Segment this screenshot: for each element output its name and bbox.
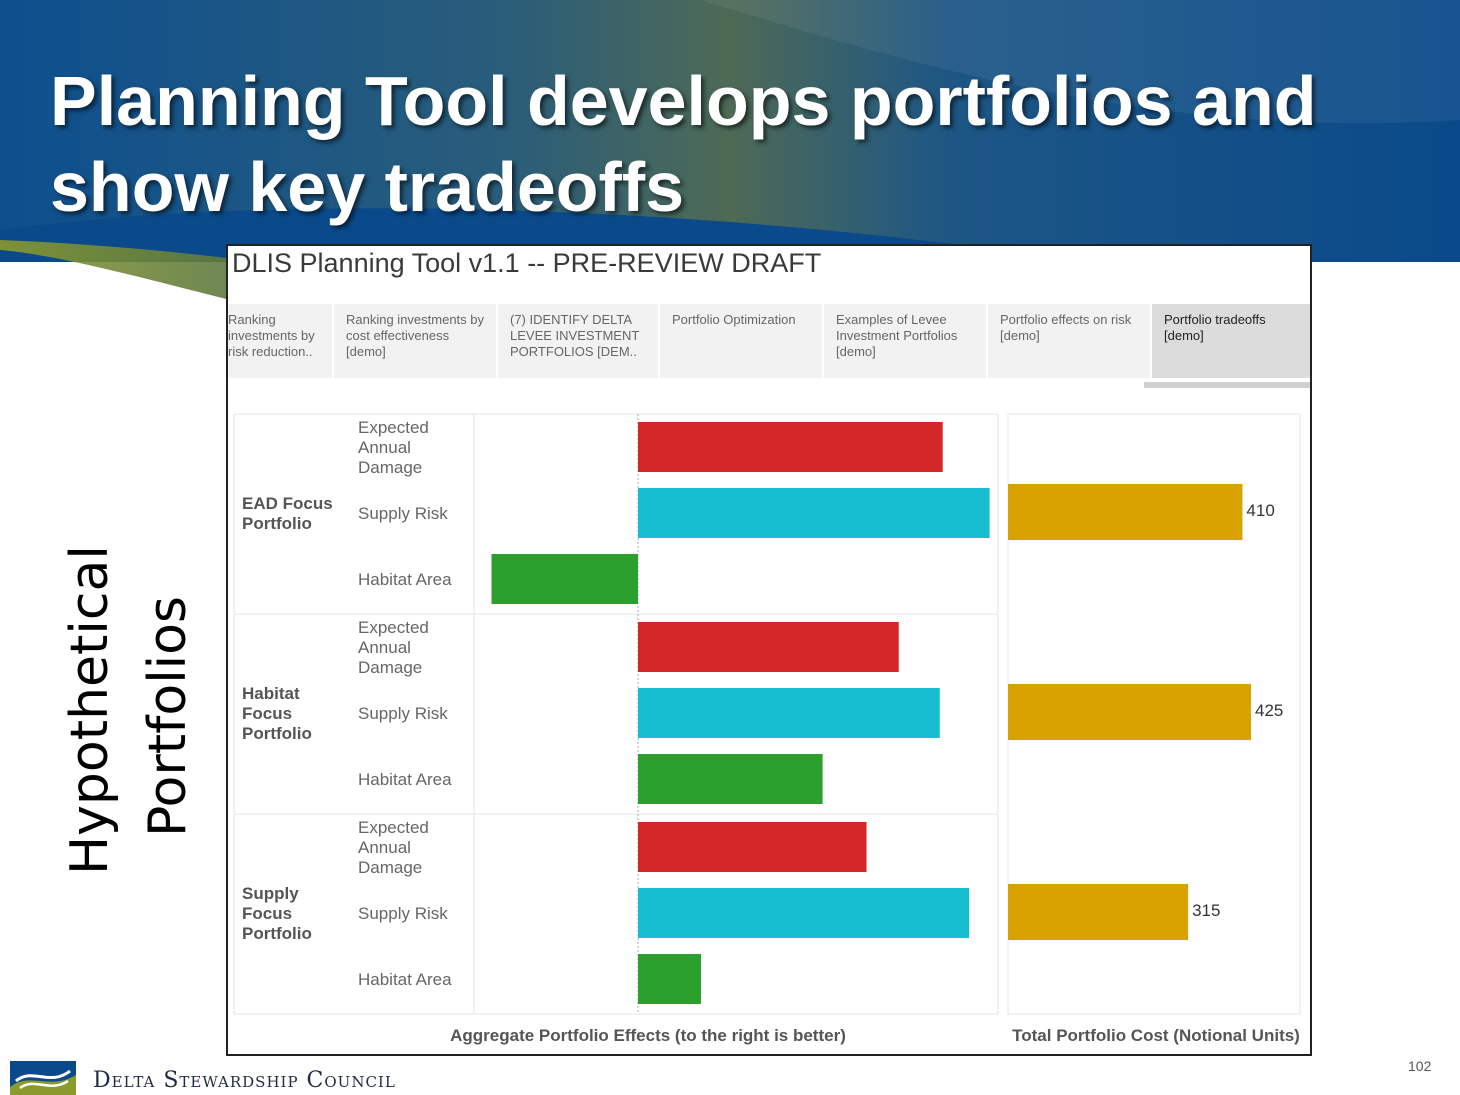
page-number: 102 xyxy=(1408,1058,1432,1074)
slide-title-line-2: show key tradeoffs xyxy=(50,148,685,226)
cost-bar xyxy=(1008,484,1243,540)
effect-bar xyxy=(638,422,943,472)
tab-3[interactable]: Portfolio Optimization xyxy=(660,304,822,378)
effect-bar xyxy=(638,954,701,1004)
metric-label: Habitat Area xyxy=(358,970,452,989)
cost-bar xyxy=(1008,684,1251,740)
portfolio-name: Habitat Focus Portfolio xyxy=(242,684,312,743)
tab-0[interactable]: Ranking investments by risk reduction.. xyxy=(228,304,332,378)
metric-label: Supply Risk xyxy=(358,904,448,923)
metric-label: Expected Annual Damage xyxy=(358,618,429,677)
effects-axis-label: Aggregate Portfolio Effects (to the righ… xyxy=(450,1026,846,1045)
cost-axis-label: Total Portfolio Cost (Notional Units) xyxy=(1012,1026,1300,1045)
slide-title: Planning Tool develops portfolios and sh… xyxy=(50,58,1430,230)
effect-bar xyxy=(638,488,990,538)
tab-5[interactable]: Portfolio effects on risk [demo] xyxy=(988,304,1150,378)
metric-label: Expected Annual Damage xyxy=(358,418,429,477)
metric-label: Habitat Area xyxy=(358,570,452,589)
tab-4[interactable]: Examples of Levee Investment Portfolios … xyxy=(824,304,986,378)
tab-scroll-strip xyxy=(1144,382,1310,388)
effect-bar xyxy=(638,622,899,672)
metric-label: Expected Annual Damage xyxy=(358,818,429,877)
cost-bar xyxy=(1008,884,1189,940)
cost-value-label: 425 xyxy=(1255,701,1283,720)
metric-label: Habitat Area xyxy=(358,770,452,789)
effect-bar xyxy=(638,688,940,738)
footer-organization: Delta Stewardship Council xyxy=(93,1068,396,1093)
tab-bar: Ranking investments by risk reduction.. R… xyxy=(228,304,1310,380)
side-label-line-2: Portfolios xyxy=(138,595,198,837)
cost-value-label: 315 xyxy=(1192,901,1220,920)
portfolio-name: Supply Focus Portfolio xyxy=(242,884,312,943)
tab-6[interactable]: Portfolio tradeoffs [demo] xyxy=(1152,304,1310,378)
tradeoff-chart: EAD Focus Portfolio Expected Annual Damage Su… xyxy=(233,413,1301,1045)
delta-logo-icon xyxy=(10,1061,76,1095)
side-label-line-1: Hypothetical xyxy=(60,545,120,875)
metric-label: Supply Risk xyxy=(358,704,448,723)
effect-bar xyxy=(638,888,970,938)
dashboard-frame: DLIS Planning Tool v1.1 -- PRE-REVIEW DR… xyxy=(226,244,1312,1056)
effect-bar xyxy=(638,822,867,872)
cost-value-label: 410 xyxy=(1246,501,1274,520)
tab-2[interactable]: (7) IDENTIFY DELTA LEVEE INVESTMENT PORT… xyxy=(498,304,658,378)
portfolio-name: EAD Focus Portfolio xyxy=(242,494,333,533)
side-label: Hypothetical Portfolios xyxy=(58,545,218,875)
effect-bar xyxy=(491,554,638,604)
slide-title-line-1: Planning Tool develops portfolios and xyxy=(50,62,1317,140)
header-band xyxy=(0,0,1460,300)
tab-1[interactable]: Ranking investments by cost effectivenes… xyxy=(334,304,496,378)
tool-title: DLIS Planning Tool v1.1 -- PRE-REVIEW DR… xyxy=(232,248,822,278)
effect-bar xyxy=(638,754,823,804)
metric-label: Supply Risk xyxy=(358,504,448,523)
